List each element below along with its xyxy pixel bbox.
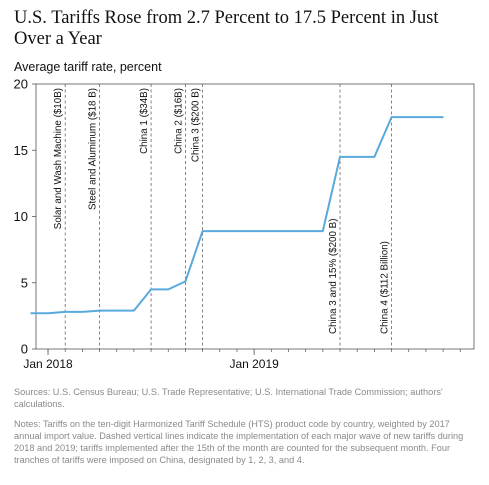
- event-label: China 1 ($34B): [139, 88, 150, 154]
- data-point: [150, 288, 152, 290]
- data-point: [339, 156, 341, 158]
- y-tick-label: 20: [14, 77, 28, 92]
- data-point: [133, 309, 135, 312]
- notes-text: Notes: Tariffs on the ten-digit Harmoniz…: [14, 419, 464, 465]
- plot-frame: [35, 83, 475, 350]
- data-point: [202, 230, 204, 232]
- data-point: [47, 312, 49, 314]
- x-tick-label: Jan 2018: [23, 357, 73, 371]
- chart-title: U.S. Tariffs Rose from 2.7 Percent to 17…: [14, 8, 439, 49]
- tariff-line-chart: 0 5 10 15 20 Jan 2018 Jan 2019 Solar and Wash M…: [14, 77, 475, 371]
- data-point: [270, 230, 272, 232]
- data-point: [167, 288, 169, 290]
- event-label: Solar and Wash Machine ($10B): [53, 88, 64, 229]
- event-label: Steel and Aluminum ($18 B): [88, 88, 99, 210]
- y-tick-label: 5: [21, 275, 28, 290]
- data-point: [390, 116, 393, 118]
- x-tick-label: Jan 2019: [229, 357, 279, 371]
- data-point: [287, 230, 290, 232]
- event-label: China 3 ($200 B): [191, 88, 202, 162]
- data-point: [219, 230, 221, 232]
- data-point: [442, 116, 444, 118]
- data-point: [81, 311, 83, 313]
- y-tick-label: 0: [21, 342, 28, 357]
- data-point: [64, 311, 66, 313]
- data-point: [322, 230, 324, 232]
- data-point: [236, 230, 238, 232]
- y-tick-label: 10: [14, 209, 28, 224]
- data-point: [30, 312, 32, 314]
- y-axis-label: Average tariff rate, percent: [14, 60, 162, 74]
- data-point: [425, 116, 427, 118]
- data-point: [408, 116, 410, 118]
- event-label: China 3 and 15% ($200 B): [328, 219, 339, 334]
- sources-note: Sources: U.S. Census Bureau; U.S. Trade …: [14, 387, 443, 409]
- event-label: China 2 ($16B): [173, 88, 184, 154]
- data-point: [116, 309, 118, 312]
- data-point: [98, 309, 101, 312]
- data-point: [253, 230, 255, 232]
- data-point: [305, 230, 307, 232]
- data-point: [356, 156, 358, 158]
- data-point: [373, 156, 375, 158]
- data-point: [184, 280, 187, 283]
- y-tick-label: 15: [14, 143, 28, 158]
- event-label: China 4 ($112 Billion): [380, 241, 391, 334]
